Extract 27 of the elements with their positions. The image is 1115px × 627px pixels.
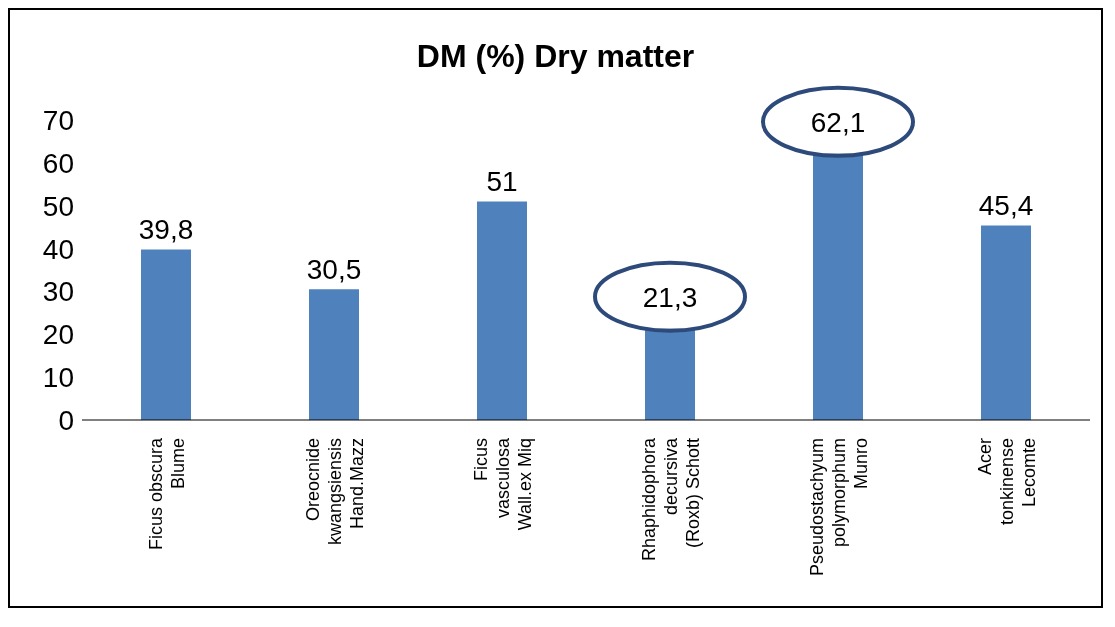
annotation: 62,1 [810, 106, 866, 138]
y-tick-label: 30 [42, 276, 74, 308]
data-label: 51 [486, 166, 518, 198]
y-tick-label: 10 [42, 362, 74, 394]
y-tick-label: 60 [42, 147, 74, 179]
data-label: 45,4 [978, 190, 1034, 222]
y-tick-label: 70 [42, 104, 74, 136]
y-tick-label: 40 [42, 233, 74, 265]
bar [645, 328, 695, 420]
bar [813, 153, 863, 420]
chart-title: DM (%) Dry matter [415, 38, 696, 75]
y-tick-label: 20 [42, 319, 74, 351]
x-tick-label: Rhaphidophora decursiva (Roxb) Schott [639, 437, 703, 562]
x-tick-label: Ficus obscura Blume [146, 437, 188, 551]
bar [141, 249, 191, 420]
x-tick-label: Pseudostachyum polymorphum Munro [807, 438, 871, 577]
x-tick-label: Oreocnide kwangsiensis Hand.Mazz [303, 438, 367, 546]
bar [309, 289, 359, 420]
y-tick-label: 0 [58, 404, 74, 436]
y-tick-label: 50 [42, 190, 74, 222]
data-label: 39,8 [138, 214, 194, 246]
data-label: 30,5 [306, 254, 362, 286]
bar [477, 201, 527, 420]
bar [981, 225, 1031, 420]
annotation: 21,3 [642, 281, 698, 313]
x-tick-label: Ficus vasculosa Wall.ex Miq [471, 437, 535, 531]
x-tick-label: Acer tonkinense Lecomte [975, 438, 1039, 526]
